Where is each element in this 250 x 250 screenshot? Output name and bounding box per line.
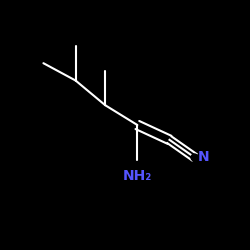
Text: NH₂: NH₂	[123, 170, 152, 183]
Text: N: N	[198, 150, 209, 164]
